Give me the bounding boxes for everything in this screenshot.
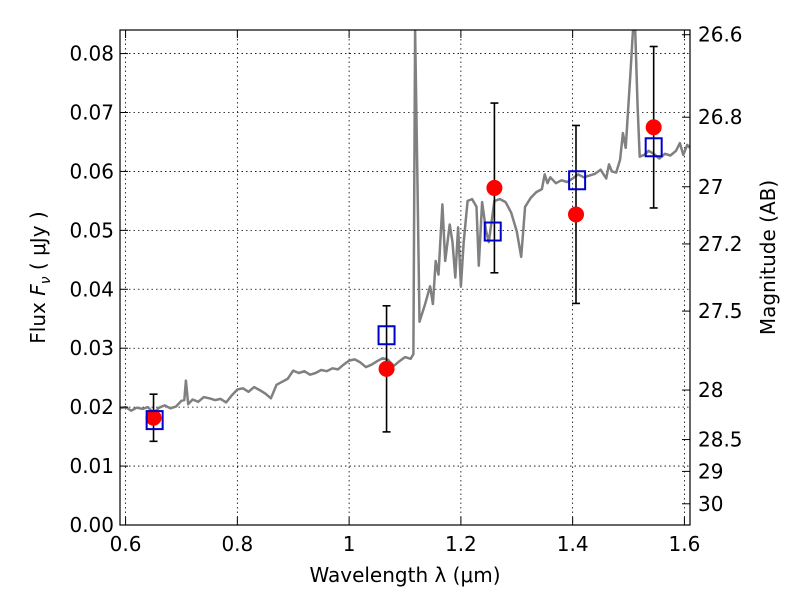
y-tick-label: 0.04 (69, 277, 114, 301)
y-tick-label: 0.01 (69, 454, 114, 478)
y2-axis-label: Magnitude (AB) (756, 180, 780, 335)
y2-tick-label: 30 (698, 492, 723, 516)
synthetic-point (644, 137, 663, 158)
errorbar-layer (149, 45, 658, 443)
plot-area (120, 30, 690, 415)
synthetic-points (145, 137, 663, 431)
x-tick-label: 1.6 (669, 532, 701, 556)
synthetic-point (145, 410, 164, 431)
y-axis-label-symbol: F (26, 284, 50, 296)
y-axis-label-subscript: ν (38, 276, 54, 284)
synthetic-point (568, 170, 587, 191)
model-spectrum-line (120, 30, 690, 415)
y2-tick-label: 28.5 (698, 428, 743, 452)
y2-tick-label: 26.6 (698, 23, 743, 47)
y2-tick-label: 27 (698, 175, 723, 199)
grid-layer (120, 30, 690, 526)
y-tick-label: 0.05 (69, 218, 114, 242)
observed-point (568, 206, 584, 223)
observed-points (145, 119, 662, 426)
y-tick-label: 0.02 (69, 395, 114, 419)
tick-layer: 0.6 0.8 1 1.2 1.4 1.6 0.00 0.01 0.02 0.03 0.04 0.05… (69, 23, 742, 556)
y-axis-label-unit: ( μJy ) (26, 211, 50, 276)
x-tick-label: 0.8 (221, 532, 253, 556)
y-axis-label-text: Flux (26, 296, 50, 344)
synthetic-point (483, 221, 502, 242)
synthetic-point (377, 325, 396, 346)
y-tick-label: 0.08 (69, 42, 114, 66)
x-tick-label: 1.2 (445, 532, 477, 556)
y-tick-label: 0.03 (69, 336, 114, 360)
plot-frame (119, 29, 691, 526)
x-tick-label: 1.4 (557, 532, 589, 556)
observed-point (486, 179, 503, 196)
y-axis-label: Flux Fν ( μJy ) (26, 211, 54, 343)
y-tick-label: 0.07 (69, 101, 114, 125)
y2-tick-label: 27.2 (698, 232, 743, 256)
observed-point (378, 360, 395, 377)
y-tick-label: 0.00 (69, 513, 114, 537)
y-tick-label: 0.06 (69, 159, 114, 183)
x-axis-label: Wavelength λ (μm) (309, 563, 500, 587)
observed-point (645, 119, 662, 136)
y2-tick-label: 29 (698, 459, 723, 483)
y2-tick-label: 26.8 (698, 105, 743, 129)
x-tick-label: 0.6 (110, 532, 142, 556)
y2-tick-label: 28 (698, 378, 723, 402)
y2-tick-label: 27.5 (698, 299, 743, 323)
x-tick-label: 1 (343, 532, 356, 556)
observed-point (145, 409, 162, 426)
